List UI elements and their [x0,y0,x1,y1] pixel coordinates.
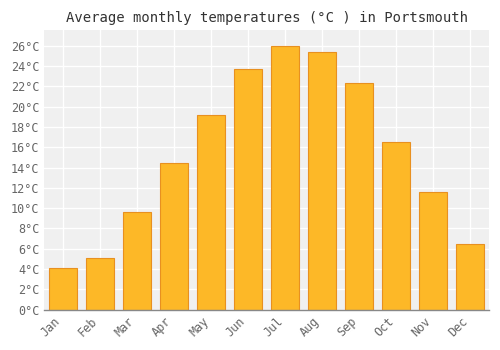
Bar [272,46,299,310]
Bar [308,52,336,310]
Bar [49,268,77,310]
Bar [420,192,447,310]
Bar [160,163,188,310]
Bar [86,258,114,310]
Title: Average monthly temperatures (°C ) in Portsmouth: Average monthly temperatures (°C ) in Po… [66,11,468,25]
Bar [346,83,373,310]
Bar [382,142,410,310]
Bar [197,115,225,310]
Bar [456,244,484,310]
Bar [234,69,262,310]
Bar [123,212,151,310]
